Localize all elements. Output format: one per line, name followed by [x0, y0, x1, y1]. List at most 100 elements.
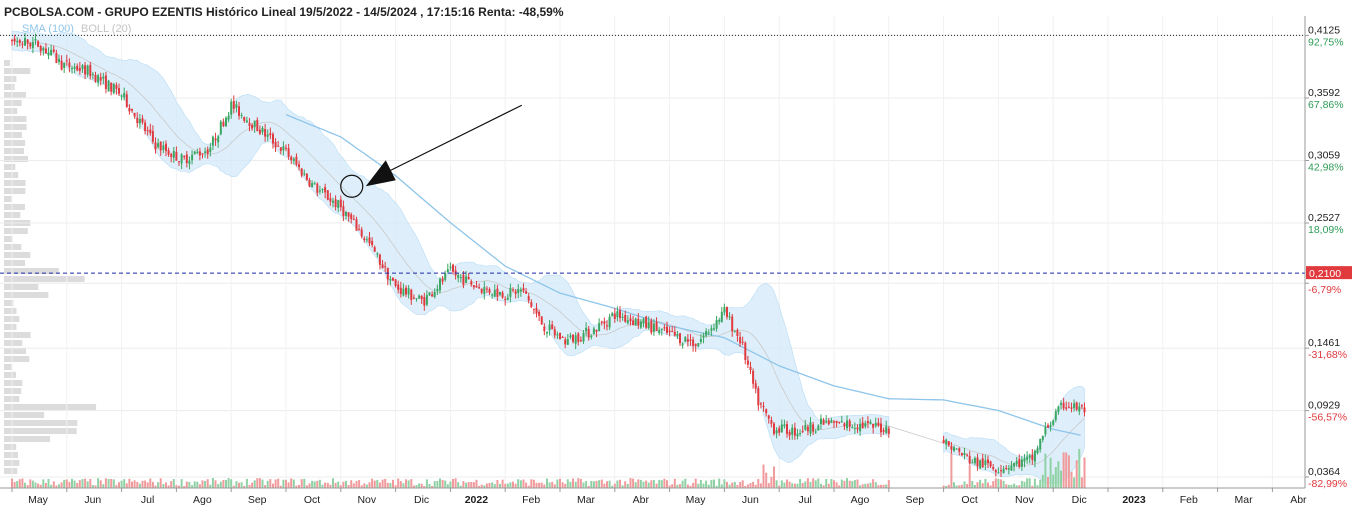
volume-bar: [42, 479, 45, 488]
volume-bar: [428, 484, 431, 488]
volume-bar: [673, 478, 676, 488]
volume-bar: [287, 482, 290, 488]
candle-body: [131, 109, 133, 111]
volume-bar: [397, 478, 400, 488]
volume-bars: [11, 448, 1086, 488]
volume-bar: [65, 479, 68, 488]
volume-bar: [206, 479, 209, 488]
candle-body: [637, 318, 640, 326]
candle-body: [801, 431, 804, 433]
candle-body: [546, 331, 548, 334]
volume-bar: [809, 481, 812, 488]
volume-bar: [467, 482, 470, 488]
candle-body: [833, 421, 835, 423]
volume-bar: [198, 484, 201, 488]
legend-boll[interactable]: BOLL (20): [81, 23, 132, 35]
volume-profile-bar: [4, 244, 22, 250]
volume-bar: [185, 481, 188, 488]
legend-sma[interactable]: SMA (100): [22, 23, 74, 35]
volume-profile-bar: [4, 468, 18, 474]
candle-body: [1070, 407, 1073, 409]
volume-bar: [958, 485, 961, 488]
candle-body: [381, 264, 384, 269]
candle-body: [676, 334, 679, 337]
candle-body: [245, 120, 248, 123]
volume-bar: [31, 480, 34, 488]
volume-bar: [133, 480, 136, 488]
x-tick-label: 2023: [1122, 494, 1146, 506]
candle-body: [775, 430, 778, 434]
volume-bar: [128, 478, 131, 488]
x-tick-label: Jul: [798, 494, 811, 506]
candle-body: [619, 310, 621, 318]
volume-bar: [326, 482, 329, 488]
volume-bar: [848, 480, 851, 488]
volume-bar: [355, 481, 358, 488]
candle-body: [1047, 425, 1049, 428]
candle-body: [345, 212, 347, 216]
candle-body: [966, 454, 969, 456]
volume-bar: [723, 479, 726, 488]
x-tick-label: Mar: [577, 494, 596, 506]
candle-body: [866, 421, 869, 423]
volume-bar: [425, 479, 428, 488]
volume-bar: [378, 482, 381, 488]
candle-body: [658, 329, 661, 334]
candle-body: [151, 131, 154, 142]
volume-bar: [26, 485, 29, 488]
volume-bar: [24, 482, 26, 488]
candle-body: [423, 297, 426, 306]
candle-body: [258, 129, 261, 134]
volume-profile-bar: [4, 148, 24, 154]
candle-body: [42, 47, 45, 51]
volume-bar: [290, 478, 293, 488]
candle-body: [851, 427, 854, 429]
candle-body: [136, 117, 139, 123]
volume-bar: [579, 478, 582, 488]
volume-bar: [514, 483, 517, 488]
volume-bar: [415, 485, 418, 488]
volume-bar: [522, 479, 525, 488]
volume-bar: [360, 485, 363, 488]
candle-body: [611, 313, 614, 316]
volume-bar: [585, 481, 588, 488]
volume-bar: [835, 482, 838, 488]
volume-bar: [799, 479, 802, 488]
annotation-circle: [340, 174, 364, 198]
candle-body: [512, 289, 514, 291]
candle-body: [261, 127, 264, 133]
candle-body: [718, 320, 721, 322]
candle-body: [175, 151, 178, 161]
volume-bar: [104, 478, 107, 488]
volume-bar: [227, 478, 230, 488]
candle-body: [770, 420, 773, 424]
volume-bar: [553, 484, 556, 488]
volume-bar: [452, 479, 454, 488]
volume-bar: [256, 478, 259, 488]
candle-body: [339, 199, 342, 208]
volume-bar: [825, 478, 828, 488]
volume-bar: [864, 483, 867, 488]
volume-bar: [979, 479, 982, 488]
volume-bar: [600, 479, 603, 488]
candle-body: [29, 43, 32, 47]
candle-body: [141, 118, 144, 123]
candle-body: [214, 138, 217, 141]
candle-body: [736, 330, 739, 336]
volume-bar: [681, 480, 684, 488]
volume-bar: [376, 479, 379, 488]
x-tick-label: Ago: [193, 494, 212, 506]
volume-bar: [329, 484, 332, 488]
candle-body: [332, 200, 334, 203]
candle-body: [840, 421, 843, 423]
x-tick-label: Feb: [522, 494, 540, 506]
volume-bar: [767, 483, 770, 488]
candle-body: [298, 164, 300, 168]
candle-body: [86, 65, 89, 75]
candle-body: [378, 254, 381, 265]
volume-profile-bar: [4, 84, 15, 90]
candle-body: [191, 154, 194, 161]
candle-body: [1065, 407, 1068, 409]
